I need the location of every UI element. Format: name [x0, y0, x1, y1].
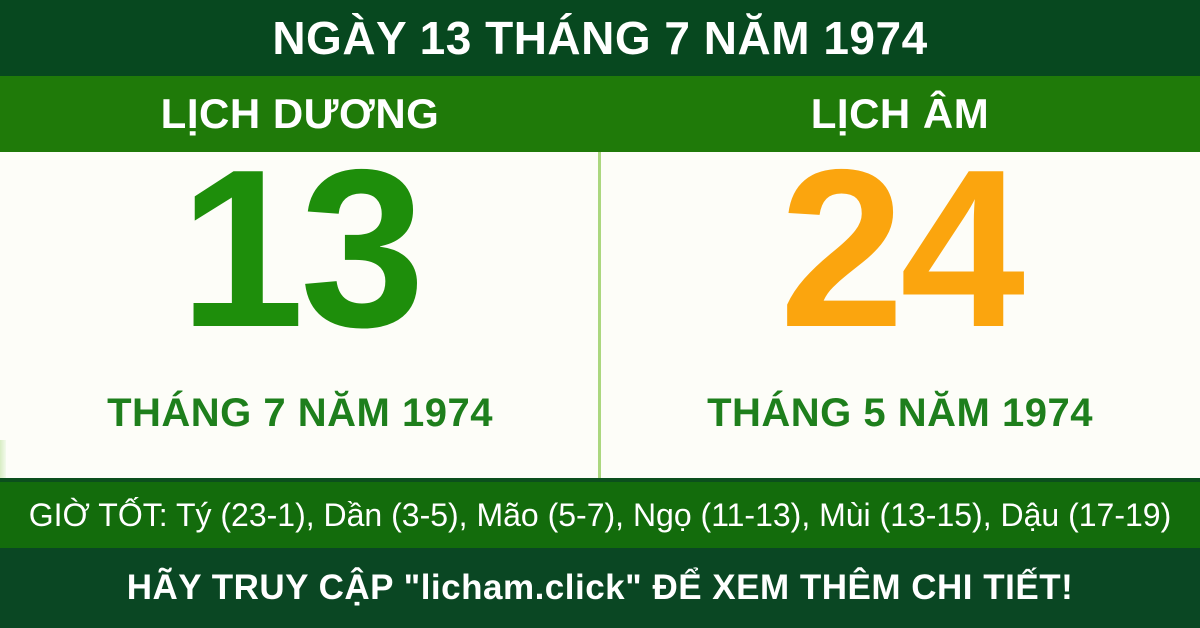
lunar-calendar-header: LỊCH ÂM: [810, 90, 990, 137]
header-bar: NGÀY 13 THÁNG 7 NĂM 1974: [0, 0, 1200, 76]
solar-calendar-header: LỊCH DƯƠNG: [160, 90, 440, 137]
footer-cta-text: HÃY TRUY CẬP "licham.click" ĐỂ XEM THÊM …: [126, 568, 1074, 607]
footer-bar: HÃY TRUY CẬP "licham.click" ĐỂ XEM THÊM …: [0, 548, 1200, 628]
solar-day-number: 13: [179, 122, 425, 374]
lunar-date-column: 24 THÁNG 5 NĂM 1974: [600, 136, 1200, 478]
calendar-type-row: LỊCH DƯƠNG LỊCH ÂM: [0, 76, 1200, 152]
dates-panel: 13 THÁNG 7 NĂM 1974 24 THÁNG 5 NĂM 1974: [0, 136, 1200, 478]
lunar-month-label: THÁNG 5 NĂM 1974: [707, 391, 1093, 435]
solar-month-label: THÁNG 7 NĂM 1974: [107, 391, 493, 435]
column-divider: [598, 152, 601, 478]
good-hours-bar: GIỜ TỐT: Tý (23-1), Dần (3-5), Mão (5-7)…: [0, 478, 1200, 548]
good-hours-text: GIỜ TỐT: Tý (23-1), Dần (3-5), Mão (5-7)…: [28, 496, 1172, 533]
page-curl-decoration: [0, 440, 6, 478]
lunar-day-number: 24: [779, 122, 1025, 374]
solar-date-column: 13 THÁNG 7 NĂM 1974: [0, 136, 600, 478]
page-title: NGÀY 13 THÁNG 7 NĂM 1974: [272, 12, 928, 64]
